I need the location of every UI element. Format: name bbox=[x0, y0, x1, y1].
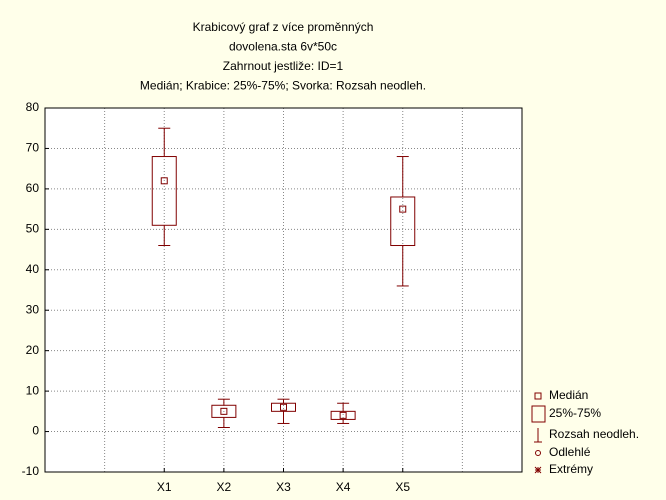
y-tick-label: 50 bbox=[26, 222, 40, 236]
box bbox=[151, 156, 177, 226]
legend-symbol bbox=[535, 450, 541, 456]
chart-title: Medián; Krabice: 25%-75%; Svorka: Rozsah… bbox=[140, 79, 426, 93]
y-tick-label: 10 bbox=[26, 383, 40, 397]
median bbox=[280, 403, 287, 411]
y-tick-label: 70 bbox=[26, 141, 40, 155]
legend-label: Medián bbox=[549, 388, 588, 402]
y-tick-label: 40 bbox=[26, 262, 40, 276]
chart-title: Zahrnout jestliže: ID=1 bbox=[223, 59, 344, 73]
y-tick-label: 80 bbox=[26, 100, 40, 114]
y-tick-label: 0 bbox=[32, 424, 39, 438]
x-tick-label: X4 bbox=[336, 480, 351, 494]
y-tick-label: 20 bbox=[26, 343, 40, 357]
chart-title: Krabicový graf z více proměnných bbox=[193, 20, 374, 34]
legend-label: Extrémy bbox=[549, 462, 593, 476]
legend-symbol bbox=[531, 405, 546, 423]
x-tick-label: X1 bbox=[157, 480, 172, 494]
legend-label: Odlehlé bbox=[549, 445, 591, 459]
median bbox=[399, 205, 407, 213]
y-tick-label: 60 bbox=[26, 181, 40, 195]
median bbox=[220, 407, 228, 415]
box bbox=[330, 410, 356, 420]
x-tick-label: X3 bbox=[276, 480, 291, 494]
legend-symbol bbox=[534, 466, 542, 474]
legend-symbol bbox=[534, 392, 542, 400]
y-tick-label: 30 bbox=[26, 302, 40, 316]
median bbox=[160, 177, 168, 185]
box bbox=[271, 402, 296, 412]
median bbox=[339, 411, 347, 419]
legend-label: Rozsah neodleh. bbox=[549, 427, 639, 441]
x-tick-label: X5 bbox=[395, 480, 410, 494]
legend-label: 25%-75% bbox=[549, 406, 601, 420]
chart-title: dovolena.sta 6v*50c bbox=[229, 40, 337, 54]
box bbox=[211, 404, 237, 418]
x-tick-label: X2 bbox=[217, 480, 232, 494]
y-tick-label: -10 bbox=[22, 464, 40, 478]
box bbox=[390, 196, 416, 247]
